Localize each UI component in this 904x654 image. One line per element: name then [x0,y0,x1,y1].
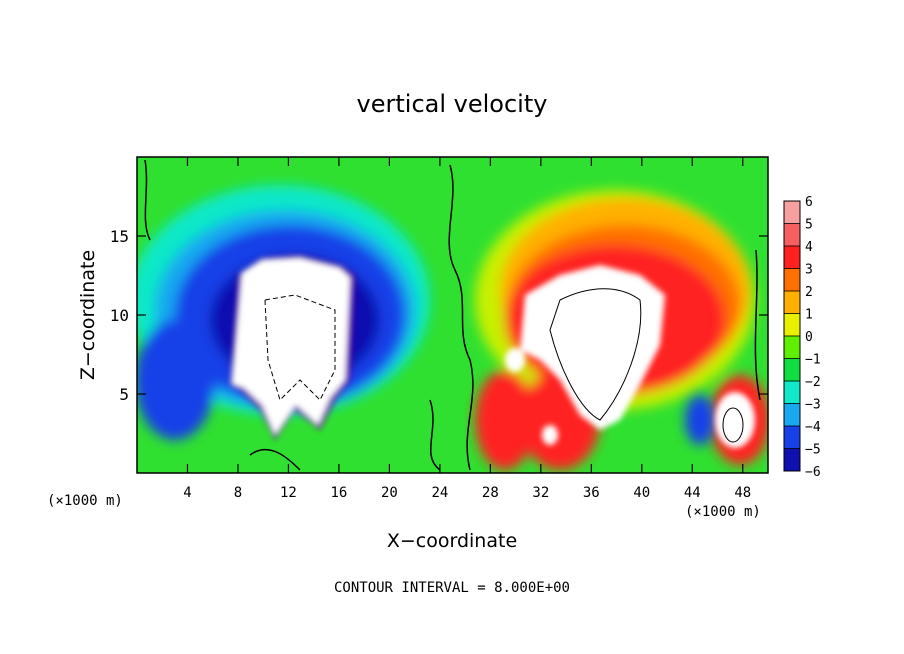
colorbar-segment [784,223,800,246]
colorbar-label: 6 [805,195,813,210]
x-axis-label: X−coordinate [387,530,517,552]
colorbar-segment [784,246,800,269]
colorbar-segment [784,358,800,381]
colorbar-label: −5 [805,443,821,458]
colorbar-label: −1 [805,353,821,368]
x-unit-left: (×1000 m) [47,493,123,509]
x-tick-label: 8 [234,485,242,501]
x-tick-label: 16 [330,485,347,501]
chart-title: vertical velocity [357,90,548,118]
colorbar-segment [784,268,800,291]
x-axis: 4 8 12 16 20 24 28 32 36 40 44 48 [183,157,751,501]
x-tick-label: 4 [183,485,191,501]
colorbar-segment [784,336,800,359]
x-tick-label: 20 [381,485,398,501]
colorbar-segment [784,381,800,404]
colorbar-label: 2 [805,285,813,300]
colorbar-segment [784,448,800,471]
interior-contours [264,288,744,443]
colorbar-label: −4 [805,420,821,435]
y-tick-label: 10 [110,306,129,325]
x-tick-label: 36 [583,485,600,501]
colorbar-label: 0 [805,330,813,345]
y-tick-label: 15 [110,227,129,246]
x-unit-right: (×1000 m) [685,504,761,520]
colorbar-label: −6 [805,465,821,480]
colorbar-label: 4 [805,240,813,255]
colorbar-label: 1 [805,308,813,323]
colorbar-segment [784,201,800,224]
colorbar-segment [784,291,800,314]
x-tick-label: 32 [532,485,549,501]
colorbar-label: 3 [805,263,813,278]
colorbar: 6 5 4 3 2 1 0 −1 −2 −3 −4 −5 −6 [783,195,821,480]
colorbar-label: −2 [805,375,821,390]
colorbar-segment [784,313,800,336]
x-tick-label: 40 [633,485,650,501]
colorbar-label: 5 [805,218,813,233]
colorbar-segment [784,426,800,449]
x-tick-label: 24 [431,485,448,501]
x-tick-label: 48 [734,485,751,501]
colorbar-segment [784,403,800,426]
zero-contour-main [448,164,474,471]
y-axis-label: Z−coordinate [77,250,99,380]
x-tick-label: 12 [280,485,297,501]
y-axis: 5 10 15 [110,227,768,404]
x-tick-label: 28 [482,485,499,501]
colorbar-label: −3 [805,398,821,413]
contour-interval-note: CONTOUR INTERVAL = 8.000E+00 [334,580,570,596]
x-tick-label: 44 [684,485,701,501]
contour-lines [144,159,761,471]
heatmap-field [137,157,768,473]
y-tick-label: 5 [119,385,129,404]
